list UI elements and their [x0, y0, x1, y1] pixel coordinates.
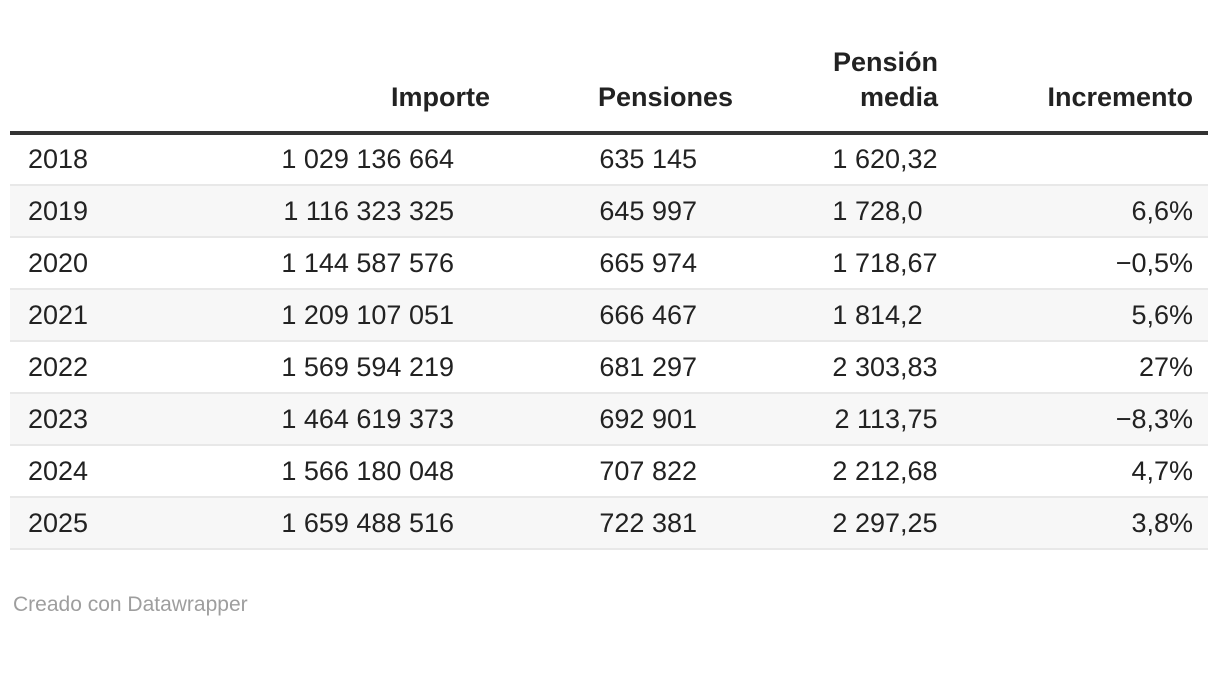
decimal-part: ,0: [900, 195, 923, 226]
decimal-part: ,83: [900, 351, 938, 382]
table-cell-year: 2022: [10, 341, 180, 394]
table-cell-incremento: 5,6%: [938, 289, 1208, 342]
integer-part: 2 113: [834, 403, 900, 434]
table-row: 2021 1 209 107 051 666 467 1 814,2 5,6%: [10, 289, 1208, 342]
decimal-part: ,75: [900, 403, 938, 434]
integer-part: 1 620: [832, 144, 900, 174]
integer-part: 2 212: [832, 455, 900, 486]
table-cell-incremento: −0,5%: [938, 237, 1208, 290]
table-cell-importe: 1 659 488 516: [180, 497, 490, 550]
column-header-incremento: Incremento: [938, 45, 1208, 135]
table-row: 2023 1 464 619 373 692 901 2 113,75 −8,3%: [10, 393, 1208, 446]
table-cell-year: 2024: [10, 445, 180, 498]
table-row: 2020 1 144 587 576 665 974 1 718,67 −0,5%: [10, 237, 1208, 290]
table-cell-pension-media: 1 814,2: [733, 289, 938, 342]
table-row: 2019 1 116 323 325 645 997 1 728,0 6,6%: [10, 185, 1208, 238]
table-row: 2022 1 569 594 219 681 297 2 303,83 27%: [10, 341, 1208, 394]
table-cell-pension-media: 2 303,83: [733, 341, 938, 394]
table-cell-year: 2020: [10, 237, 180, 290]
column-header-pension-media: Pensión media: [733, 45, 938, 135]
table-cell-pension-media: 1 728,0: [733, 185, 938, 238]
integer-part: 1 718: [832, 247, 900, 278]
table-cell-incremento: 4,7%: [938, 445, 1208, 498]
table-cell-pensiones: 645 997: [490, 185, 733, 238]
table-cell-year: 2021: [10, 289, 180, 342]
table-cell-year: 2023: [10, 393, 180, 446]
integer-part: 1 814: [832, 299, 900, 330]
table-cell-pensiones: 666 467: [490, 289, 733, 342]
column-header-year: [10, 45, 180, 135]
header-row: Importe Pensiones Pensión media Incremento: [10, 45, 1208, 135]
table-cell-incremento: 27%: [938, 341, 1208, 394]
decimal-part: ,67: [900, 247, 938, 278]
table-cell-pension-media: 1 620,32: [733, 133, 938, 186]
table-cell-year: 2025: [10, 497, 180, 550]
table-cell-pension-media: 2 212,68: [733, 445, 938, 498]
table-cell-incremento: [938, 133, 1208, 186]
table-row: 2018 1 029 136 664 635 145 1 620,32: [10, 133, 1208, 186]
table-cell-pensiones: 722 381: [490, 497, 733, 550]
table-row: 2024 1 566 180 048 707 822 2 212,68 4,7%: [10, 445, 1208, 498]
table-cell-importe: 1 566 180 048: [180, 445, 490, 498]
table-cell-year: 2019: [10, 185, 180, 238]
column-header-importe: Importe: [180, 45, 490, 135]
decimal-part: ,25: [900, 507, 938, 538]
decimal-part: ,32: [900, 144, 938, 174]
table-cell-pensiones: 707 822: [490, 445, 733, 498]
table-row: 2025 1 659 488 516 722 381 2 297,25 3,8%: [10, 497, 1208, 550]
table-cell-importe: 1 209 107 051: [180, 289, 490, 342]
table-cell-incremento: 3,8%: [938, 497, 1208, 550]
table-cell-importe: 1 464 619 373: [180, 393, 490, 446]
table-cell-importe: 1 116 323 325: [180, 185, 490, 238]
table-cell-pensiones: 635 145: [490, 133, 733, 186]
table-cell-pension-media: 2 297,25: [733, 497, 938, 550]
table-cell-pension-media: 1 718,67: [733, 237, 938, 290]
table-cell-year: 2018: [10, 133, 180, 186]
table-cell-importe: 1 569 594 219: [180, 341, 490, 394]
page: Importe Pensiones Pensión media Incremento …: [0, 45, 1220, 617]
decimal-part: ,68: [900, 455, 938, 486]
decimal-part: ,2: [900, 299, 923, 330]
table-cell-pension-media: 2 113,75: [733, 393, 938, 446]
integer-part: 1 728: [832, 195, 900, 226]
column-header-pensiones: Pensiones: [490, 45, 733, 135]
table-body: 2018 1 029 136 664 635 145 1 620,32 2019 1 11…: [10, 133, 1208, 550]
table-cell-pensiones: 665 974: [490, 237, 733, 290]
integer-part: 2 303: [832, 351, 900, 382]
table-cell-pensiones: 692 901: [490, 393, 733, 446]
integer-part: 2 297: [832, 507, 900, 538]
pensions-table: Importe Pensiones Pensión media Incremento …: [10, 45, 1208, 550]
table-cell-incremento: 6,6%: [938, 185, 1208, 238]
table-cell-importe: 1 144 587 576: [180, 237, 490, 290]
table-cell-importe: 1 029 136 664: [180, 133, 490, 186]
table-cell-incremento: −8,3%: [938, 393, 1208, 446]
credit-link[interactable]: Creado con Datawrapper: [13, 593, 248, 616]
table-cell-pensiones: 681 297: [490, 341, 733, 394]
